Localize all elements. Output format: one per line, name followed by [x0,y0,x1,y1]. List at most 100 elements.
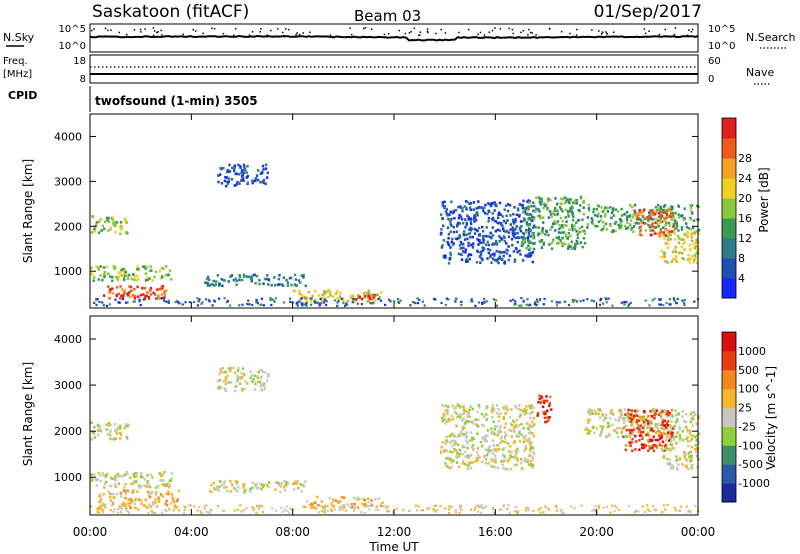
heatmap-cell [337,501,340,504]
heatmap-cell [177,509,181,512]
heatmap-cell [464,251,467,254]
heatmap-cell [295,284,298,288]
heatmap-cell [142,293,145,296]
heatmap-cell [624,444,628,447]
heatmap-cell [503,261,506,265]
heatmap-cell [561,243,564,246]
heatmap-cell [605,298,608,301]
heatmap-cell [111,216,115,219]
heatmap-cell [326,509,329,513]
heatmap-cell [525,254,529,258]
heatmap-cell [449,230,452,234]
heatmap-cell [472,422,475,425]
heatmap-cell [633,212,637,215]
heatmap-cell [658,434,661,437]
heatmap-cell [496,466,500,470]
heatmap-cell [669,467,673,470]
heatmap-cell [511,226,514,229]
heatmap-cell [322,506,326,509]
x-tick-label: 08:00 [275,525,310,539]
heatmap-cell [532,209,535,213]
heatmap-cell [238,375,241,379]
heatmap-cell [289,300,292,303]
heatmap-cell [262,168,265,171]
heatmap-cell [631,420,634,424]
heatmap-cell [329,294,332,297]
heatmap-cell [576,242,579,245]
heatmap-cell [153,275,156,279]
heatmap-cell [495,304,498,307]
heatmap-cell [545,395,548,398]
heatmap-cell [449,251,452,255]
heatmap-cell [267,283,270,286]
heatmap-cell [643,418,646,422]
heatmap-cell [126,423,129,427]
heatmap-cell [151,279,154,282]
heatmap-cell [673,247,677,250]
heatmap-cell [144,499,148,502]
heatmap-cell [542,241,546,245]
heatmap-cell [447,217,450,221]
heatmap-cell [114,437,118,440]
heatmap-cell [498,240,501,243]
heatmap-cell [529,416,532,420]
heatmap-cell [554,197,557,200]
heatmap-cell [264,167,268,170]
heatmap-cell [239,166,242,169]
heatmap-cell [600,206,603,209]
heatmap-cell [672,257,675,261]
heatmap-cell [125,231,128,234]
heatmap-cell [446,440,449,444]
heatmap-cell [227,367,230,370]
heatmap-cell [433,297,436,301]
heatmap-cell [330,509,333,512]
heatmap-cell [535,196,538,199]
heatmap-cell [222,486,226,489]
heatmap-cell [225,389,228,392]
heatmap-cell [210,490,213,494]
heatmap-cell [634,511,637,514]
heatmap-cell [642,210,645,214]
heatmap-cell [484,434,487,438]
heatmap-cell [687,444,690,448]
heatmap-cell [567,231,570,235]
heatmap-cell [607,424,610,428]
heatmap-cell [476,447,480,450]
heatmap-cell [305,301,308,305]
heatmap-cell [262,483,266,487]
heatmap-cell [693,254,697,257]
heatmap-cell [285,480,288,484]
heatmap-cell [144,279,148,282]
heatmap-cell [95,484,99,487]
heatmap-cell [108,288,112,291]
heatmap-cell [304,284,307,288]
heatmap-cell [346,503,349,506]
heatmap-cell [565,200,568,203]
heatmap-cell [251,181,255,185]
heatmap-cell [515,406,518,409]
heatmap-cell [666,242,670,245]
heatmap-cell [656,232,659,235]
heatmap-cell [677,509,681,512]
heatmap-cell [660,436,663,439]
heatmap-cell [493,465,496,469]
heatmap-cell [543,202,546,206]
heatmap-cell [275,481,278,484]
heatmap-cell [157,500,161,503]
heatmap-cell [493,254,496,257]
heatmap-cell [528,423,531,427]
heatmap-cell [230,482,234,486]
heatmap-cell [127,502,130,505]
heatmap-cell [641,214,644,218]
heatmap-cell [237,173,241,176]
heatmap-cell [229,304,232,307]
heatmap-cell [567,201,571,204]
heatmap-cell [441,217,444,221]
heatmap-cell [582,206,585,209]
heatmap-cell [171,499,175,503]
colorbar-segment [722,138,736,159]
noise-dot [560,30,563,33]
heatmap-cell [499,430,502,433]
heatmap-cell [524,447,528,451]
heatmap-cell [681,430,684,433]
